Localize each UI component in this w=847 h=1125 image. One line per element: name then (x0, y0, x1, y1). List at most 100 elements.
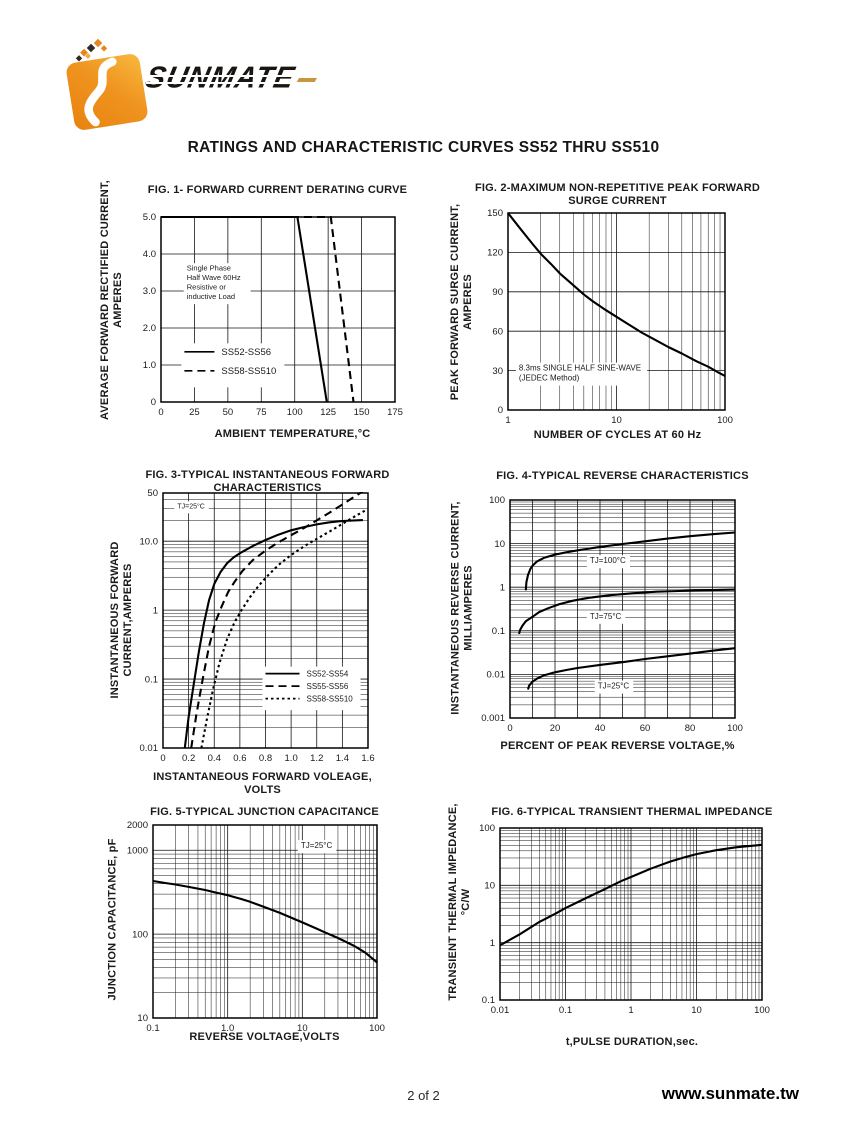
svg-text:TJ=75°C: TJ=75°C (590, 612, 622, 621)
svg-text:90: 90 (492, 287, 503, 298)
logo-mark-icon (66, 38, 148, 130)
svg-text:60: 60 (492, 326, 503, 337)
svg-text:0: 0 (160, 753, 165, 764)
svg-text:125: 125 (320, 407, 336, 418)
svg-text:0.1: 0.1 (559, 1005, 572, 1016)
svg-text:0.1: 0.1 (146, 1023, 159, 1034)
svg-text:1.0: 1.0 (143, 360, 156, 371)
svg-text:0.01: 0.01 (491, 1005, 510, 1016)
svg-text:0.1: 0.1 (492, 626, 505, 637)
svg-text:175: 175 (387, 407, 403, 418)
fig2-title: FIG. 2-MAXIMUM NON-REPETITIVE PEAK FORWA… (474, 182, 761, 207)
svg-text:30: 30 (492, 366, 503, 377)
svg-text:0.01: 0.01 (487, 670, 506, 681)
svg-text:0.6: 0.6 (233, 753, 246, 764)
svg-text:2000: 2000 (127, 820, 148, 831)
svg-text:0.2: 0.2 (182, 753, 195, 764)
svg-text:10: 10 (494, 539, 505, 550)
svg-text:0: 0 (158, 407, 163, 418)
svg-text:1: 1 (500, 582, 505, 593)
svg-text:TJ=25°C: TJ=25°C (301, 841, 333, 850)
fig6-title: FIG. 6-TYPICAL TRANSIENT THERMAL IMPEDAN… (491, 806, 773, 818)
fig5-title: FIG. 5-TYPICAL JUNCTION CAPACITANCE (150, 806, 379, 818)
svg-text:Resistive or: Resistive or (187, 283, 227, 292)
footer-website: www.sunmate.tw (661, 1084, 799, 1103)
fig1-title: FIG. 1- FORWARD CURRENT DERATING CURVE (147, 184, 408, 196)
svg-text:100: 100 (369, 1023, 385, 1034)
svg-text:60: 60 (640, 723, 651, 734)
fig1-x-axis-label: AMBIENT TEMPERATURE,°C (214, 428, 371, 440)
svg-text:2.0: 2.0 (143, 323, 156, 334)
svg-text:0.4: 0.4 (208, 753, 221, 764)
svg-text:10: 10 (484, 881, 495, 892)
svg-text:0: 0 (498, 405, 503, 416)
svg-text:5.0: 5.0 (143, 212, 156, 223)
svg-text:1.0: 1.0 (285, 753, 298, 764)
svg-text:1: 1 (490, 938, 495, 949)
fig3-chart: 0 0.2 0.4 0.6 0.8 1.0 1.2 1.4 1.6 50 10.0 1 0.1 0.01 T… (140, 488, 375, 764)
svg-text:1.4: 1.4 (336, 753, 349, 764)
svg-text:1: 1 (505, 415, 510, 426)
svg-text:0.001: 0.001 (481, 713, 505, 724)
svg-text:120: 120 (487, 248, 503, 259)
svg-text:100: 100 (132, 929, 148, 940)
svg-text:20: 20 (550, 723, 561, 734)
svg-text:0.1: 0.1 (145, 674, 158, 685)
fig4-x-axis-label: PERCENT OF PEAK REVERSE VOLTAGE,% (500, 740, 735, 752)
svg-text:Half Wave 60Hz: Half Wave 60Hz (187, 273, 241, 282)
fig4-chart: 0 20 40 60 80 100 100 10 1 0.1 0.01 0.001 TJ=100°C TJ… (481, 495, 743, 734)
fig1-y-axis-label: AVERAGE FORWARD RECTIFIED CURRENT, AMPER… (99, 180, 124, 420)
svg-text:10: 10 (137, 1013, 148, 1024)
svg-text:Single Phase: Single Phase (187, 264, 231, 273)
fig3-title: FIG. 3-TYPICAL INSTANTANEOUS FORWARD CHA… (145, 469, 390, 494)
svg-text:1.2: 1.2 (310, 753, 323, 764)
svg-text:50: 50 (223, 407, 234, 418)
svg-text:SS55-SS56: SS55-SS56 (307, 682, 349, 691)
svg-text:0.1: 0.1 (482, 995, 495, 1006)
fig5-chart: 0.1 1.0 10 100 2000 1000 100 10 TJ=25°C (127, 820, 385, 1034)
svg-text:50: 50 (147, 488, 158, 499)
brand-wordmark: SUNMATE (143, 61, 331, 98)
fig3-x-axis-label: INSTANTANEOUS FORWARD VOLEAGE, VOLTS (153, 771, 372, 796)
svg-text:100: 100 (489, 495, 505, 506)
footer-page-number: 2 of 2 (407, 1088, 440, 1103)
svg-text:40: 40 (595, 723, 606, 734)
wordmark-accent (296, 78, 318, 82)
svg-text:TJ=25°C: TJ=25°C (177, 502, 205, 510)
svg-text:1: 1 (628, 1005, 633, 1016)
svg-text:SS58-SS510: SS58-SS510 (221, 366, 276, 377)
svg-text:(JEDEC Method): (JEDEC Method) (519, 374, 580, 383)
page-title: RATINGS AND CHARACTERISTIC CURVES SS52 T… (187, 139, 660, 156)
fig5-x-axis-label: REVERSE VOLTAGE,VOLTS (189, 1031, 340, 1043)
svg-text:0.01: 0.01 (140, 743, 159, 754)
svg-text:0: 0 (507, 723, 512, 734)
svg-text:100: 100 (717, 415, 733, 426)
svg-text:100: 100 (287, 407, 303, 418)
svg-text:inductive Load: inductive Load (187, 292, 235, 301)
svg-text:80: 80 (685, 723, 696, 734)
svg-text:10.0: 10.0 (140, 536, 159, 547)
svg-text:0.8: 0.8 (259, 753, 272, 764)
fig1-chart: 0 25 50 75 100 125 150 175 0 1.0 2.0 3.0 4.0 5.0 Singl… (143, 212, 403, 418)
svg-text:10: 10 (297, 1023, 308, 1034)
svg-text:8.3ms SINGLE HALF SINE-WAVE: 8.3ms SINGLE HALF SINE-WAVE (519, 364, 641, 373)
svg-text:TJ=25°C: TJ=25°C (598, 682, 630, 691)
logo-sparkles-icon (75, 38, 108, 62)
svg-text:1.0: 1.0 (221, 1023, 234, 1034)
svg-text:100: 100 (479, 823, 495, 834)
fig4-title: FIG. 4-TYPICAL REVERSE CHARACTERISTICS (496, 470, 749, 482)
svg-text:0: 0 (151, 397, 156, 408)
svg-text:TJ=100°C: TJ=100°C (590, 556, 626, 565)
svg-text:SS52-SS56: SS52-SS56 (221, 347, 271, 358)
wordmark-slit (146, 82, 318, 85)
wordmark-slit (146, 75, 318, 78)
svg-text:10: 10 (691, 1005, 702, 1016)
fig2-x-axis-label: NUMBER OF CYCLES AT 60 Hz (533, 429, 702, 441)
svg-text:SS58-SS510: SS58-SS510 (307, 695, 354, 704)
svg-text:1: 1 (153, 605, 158, 616)
svg-text:25: 25 (189, 407, 200, 418)
svg-text:4.0: 4.0 (143, 249, 156, 260)
fig6-x-axis-label: t,PULSE DURATION,sec. (565, 1036, 699, 1048)
svg-text:SS52-SS54: SS52-SS54 (307, 670, 349, 679)
